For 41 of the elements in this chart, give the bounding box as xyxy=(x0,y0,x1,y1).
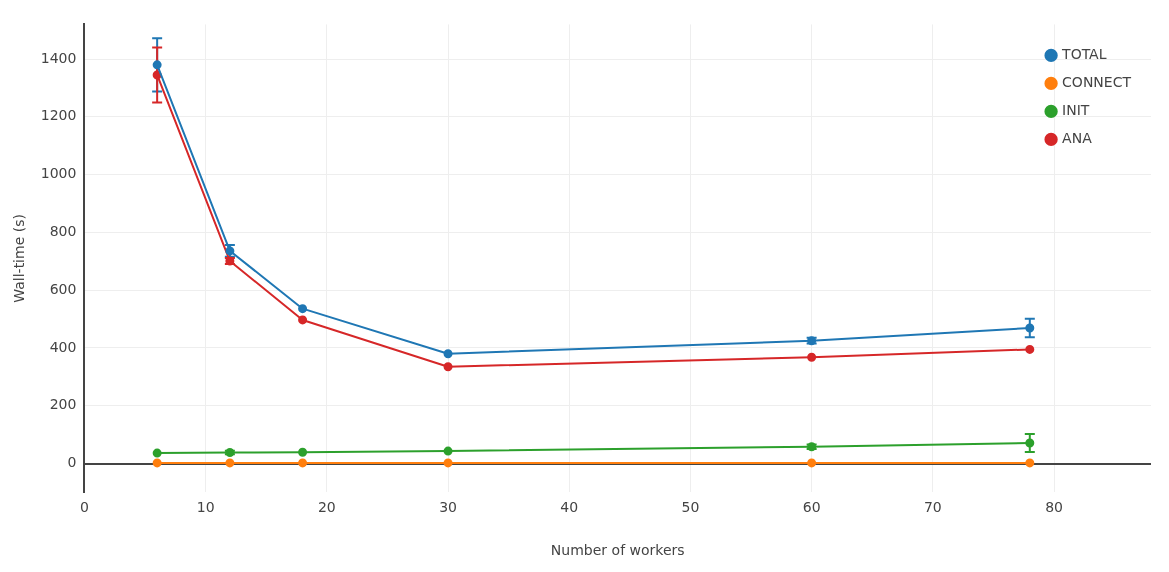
legend-label: TOTAL xyxy=(1061,46,1107,63)
x-axis-title: Number of workers xyxy=(550,542,685,559)
x-tick-label: 0 xyxy=(79,499,89,516)
x-tick-label: 80 xyxy=(1045,499,1063,516)
x-tick-label: 20 xyxy=(317,499,336,516)
y-tick-label: 800 xyxy=(49,223,77,240)
point xyxy=(1025,323,1035,333)
x-tick-label: 60 xyxy=(802,499,821,516)
point xyxy=(298,304,308,314)
point xyxy=(298,315,308,325)
point xyxy=(443,349,453,359)
legend-label: CONNECT xyxy=(1062,74,1132,91)
y-tick-label: 400 xyxy=(49,338,77,355)
point xyxy=(443,362,453,372)
y-tick-label: 1200 xyxy=(40,107,77,124)
point xyxy=(443,458,453,468)
point xyxy=(1025,458,1035,468)
x-tick-label: 30 xyxy=(439,499,457,516)
y-tick-label: 0 xyxy=(67,454,77,471)
y-tick-label: 1400 xyxy=(40,49,77,66)
x-tick-label: 70 xyxy=(923,499,942,516)
point xyxy=(443,446,453,456)
point xyxy=(298,447,308,457)
point xyxy=(152,458,162,468)
point xyxy=(298,458,308,468)
point xyxy=(807,352,817,362)
y-axis-title: Wall-time (s) xyxy=(11,214,28,303)
legend-label: INIT xyxy=(1062,102,1090,119)
point xyxy=(1025,438,1035,448)
point xyxy=(807,458,817,468)
x-tick-label: 40 xyxy=(560,499,579,516)
point xyxy=(152,448,162,458)
point xyxy=(1025,344,1035,354)
point xyxy=(152,60,162,70)
y-tick-label: 600 xyxy=(49,280,77,297)
point xyxy=(225,458,235,468)
legend-label: ANA xyxy=(1062,130,1093,147)
x-tick-label: 50 xyxy=(681,499,700,516)
y-tick-label: 1000 xyxy=(40,165,77,182)
y-tick-label: 200 xyxy=(49,396,77,413)
x-tick-label: 10 xyxy=(196,499,215,516)
